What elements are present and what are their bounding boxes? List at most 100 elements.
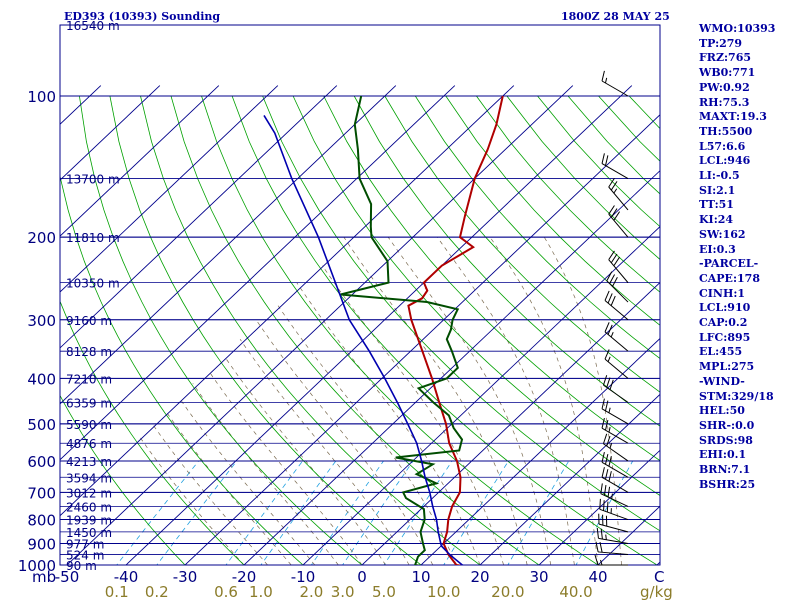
wind-barb-flag — [613, 256, 621, 267]
mixing-ratio-line — [507, 460, 570, 565]
wind-barb-half-flag — [604, 77, 608, 84]
wind-barb-flag — [610, 253, 618, 263]
moist-adiabat — [437, 236, 575, 565]
height-label: 5590 m — [66, 418, 112, 432]
dry-adiabat — [60, 394, 186, 565]
height-label: 13700 m — [66, 173, 120, 187]
wind-barb-flag — [601, 451, 605, 463]
wind-barb — [601, 451, 629, 478]
wind-barb-staff — [608, 259, 629, 283]
wind-barb-flag — [604, 290, 610, 301]
wind-barb — [602, 375, 629, 403]
index-line: SHR-:0.0 — [699, 418, 755, 432]
index-line: EI:0.3 — [699, 242, 736, 256]
wind-barb — [601, 467, 629, 493]
wind-barb — [594, 554, 628, 566]
height-label: 524 m — [66, 549, 104, 563]
temperature-tick-label: 20 — [470, 568, 489, 586]
index-line: CAPE:178 — [699, 271, 760, 285]
wind-barb-staff — [604, 331, 629, 352]
index-line: SW:162 — [699, 227, 746, 241]
wind-barb-flag — [602, 433, 608, 444]
temperature-tick-label: -20 — [232, 568, 257, 586]
height-label: 2460 m — [66, 500, 112, 514]
mixing-ratio-unit-label: g/kg — [640, 583, 673, 600]
wind-barb — [608, 205, 629, 238]
wind-barb-staff — [598, 523, 629, 533]
wind-barb-staff — [601, 163, 629, 180]
mixing-ratio-tick-label: 0.2 — [145, 583, 169, 600]
isotherm-line — [420, 337, 660, 565]
wind-barb — [599, 498, 629, 521]
index-line: LCL:910 — [699, 301, 751, 315]
isotherm-line — [60, 85, 338, 349]
height-label: 8128 m — [66, 345, 112, 359]
wind-barb — [598, 513, 629, 533]
wind-barb-flag — [606, 377, 611, 388]
pressure-tick-label: 900 — [27, 536, 56, 554]
index-line: L57:6.6 — [699, 139, 746, 153]
wind-barb-flag — [606, 271, 613, 282]
temperature-axis-labels: -50 -40 -30 -20 -10 0 10 20 30 40 — [55, 568, 608, 586]
wind-barb-half-flag — [605, 534, 607, 540]
height-label: 90 m — [66, 559, 97, 573]
index-line: CAP:0.2 — [699, 316, 748, 330]
height-label: 9160 m — [66, 314, 112, 328]
mixing-ratio-line — [342, 460, 414, 565]
height-label: 10350 m — [66, 277, 120, 291]
dry-adiabat — [140, 95, 481, 565]
wind-barb-flag — [608, 205, 615, 215]
index-line: WB0:771 — [699, 66, 756, 80]
station-title: ED393 (10393) Sounding — [64, 10, 220, 23]
wind-barb-flag — [608, 455, 612, 467]
wind-barb-flag — [610, 295, 616, 306]
mixing-ratio-tick-label: 5.0 — [372, 583, 396, 600]
temperature-line — [407, 95, 504, 565]
moist-adiabat — [179, 397, 316, 565]
dry-adiabat — [231, 95, 658, 565]
wind-barb-staff — [599, 508, 629, 521]
wind-barb-staff — [601, 408, 629, 425]
pressure-tick-label: 500 — [27, 416, 56, 434]
index-line: -PARCEL- — [699, 257, 759, 271]
isotherm-line — [60, 85, 220, 237]
index-line: LFC:895 — [699, 330, 751, 344]
isotherm-line — [184, 114, 660, 565]
wind-barb-flag — [601, 70, 605, 82]
temperature-tick-label: 30 — [529, 568, 548, 586]
wind-barb-flag — [595, 541, 599, 553]
mixing-ratio-line — [156, 460, 238, 565]
index-line: EHI:0.1 — [699, 448, 747, 462]
wind-barb-flag — [604, 322, 610, 333]
index-line: SRDS:98 — [699, 433, 753, 447]
wind-barb-staff — [600, 493, 629, 507]
pressure-axis-labels: 100 200 300 400 500 600 700 800 900 1000 — [18, 88, 56, 575]
mixing-ratio-line — [310, 460, 384, 565]
wind-barb-staff — [606, 280, 629, 303]
isotherm-line — [66, 85, 574, 565]
wind-barb-flag — [604, 453, 609, 465]
index-line: -WIND- — [699, 374, 745, 388]
index-line: BSHR:25 — [699, 477, 756, 491]
wind-barb-staff — [604, 300, 629, 321]
wind-barb-flag — [596, 527, 599, 539]
dry-adiabat — [60, 173, 304, 565]
pressure-tick-label: 1000 — [18, 557, 56, 575]
height-label: 977 m — [66, 538, 104, 552]
wind-barb-staff — [601, 427, 629, 444]
isotherm-line — [60, 85, 161, 181]
mixing-ratio-line — [443, 460, 509, 565]
index-line: TP:279 — [699, 36, 743, 50]
mixing-ratio-line — [260, 460, 337, 565]
index-line: SI:2.1 — [699, 183, 736, 197]
wind-barb-half-flag — [613, 188, 618, 194]
wind-barb-flag — [609, 274, 616, 284]
moist-adiabat — [543, 237, 622, 565]
wind-barb-flag — [603, 500, 605, 511]
wind-barb-flag — [613, 211, 621, 221]
index-line: TT:51 — [699, 198, 734, 212]
isotherm-line — [60, 85, 515, 517]
mixing-ratio-tick-label: 2.0 — [299, 583, 323, 600]
wind-barb-half-flag — [607, 356, 611, 362]
wind-barb-staff — [608, 186, 629, 211]
